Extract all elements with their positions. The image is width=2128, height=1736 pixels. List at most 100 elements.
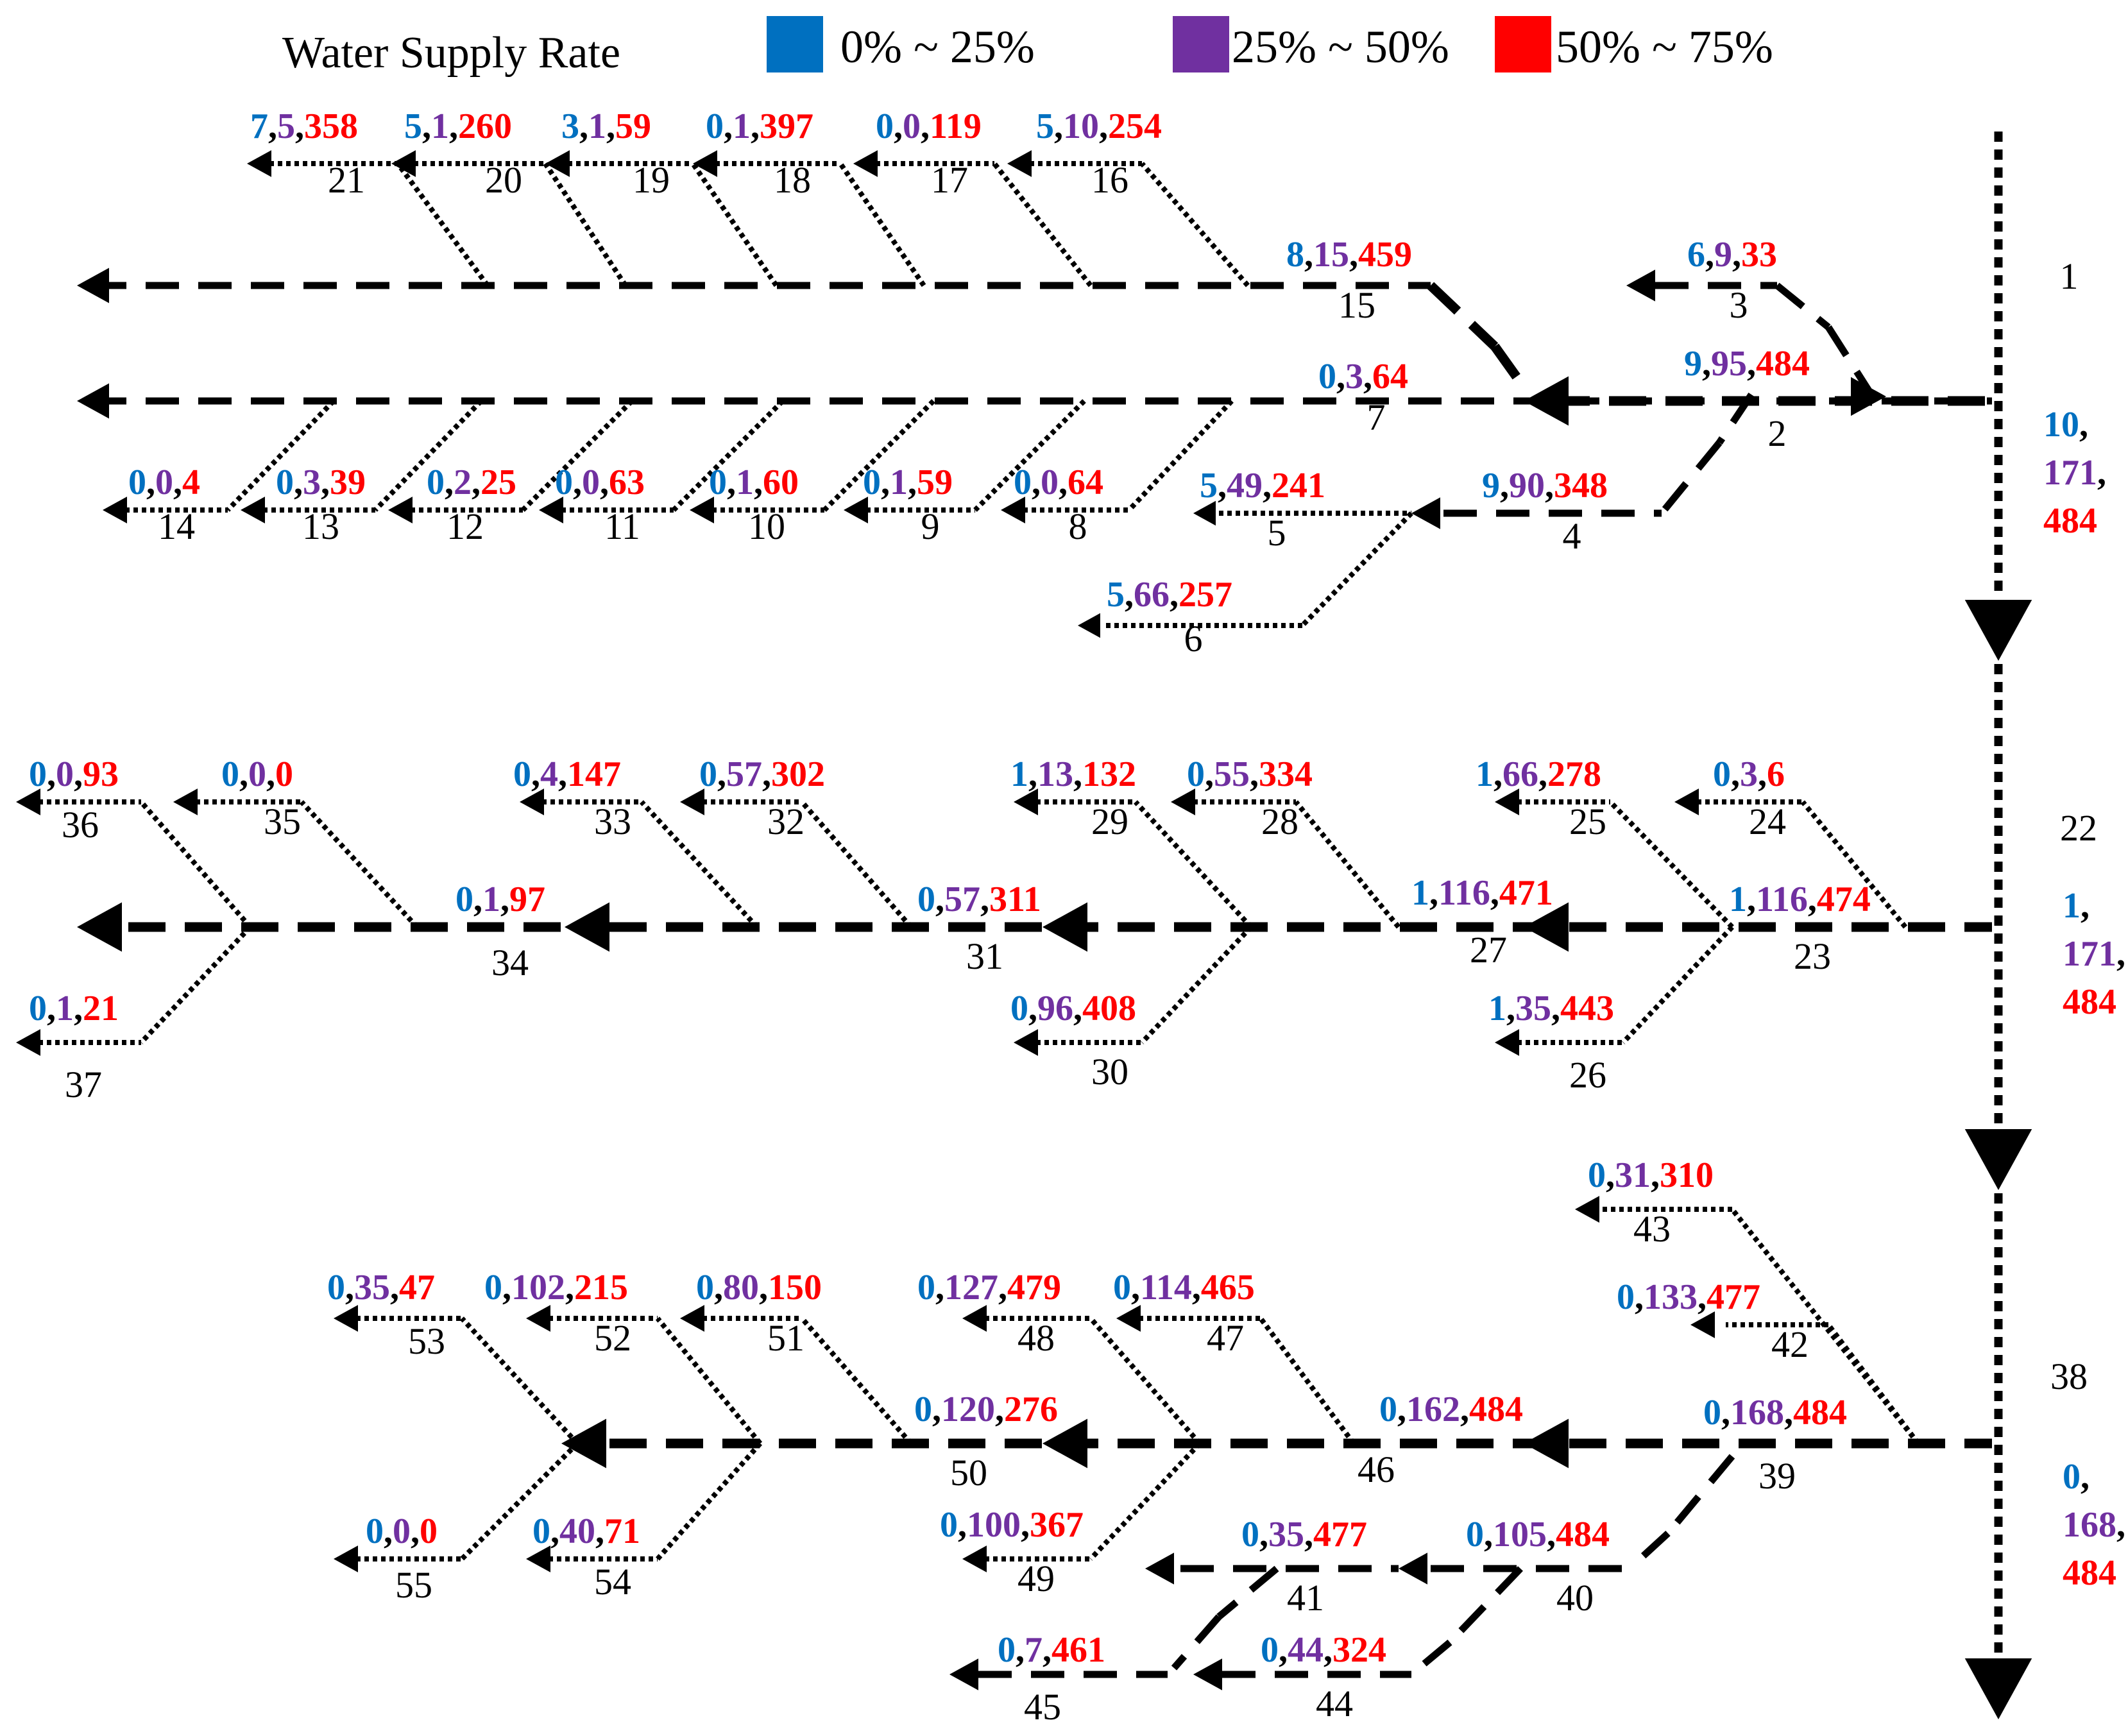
arrow-node-51	[680, 1305, 704, 1332]
arrow-node-31	[1043, 902, 1087, 952]
arrow-node-47	[1116, 1305, 1141, 1332]
arrow-node-30	[1014, 1029, 1038, 1056]
arrow-node-35	[173, 788, 198, 815]
node-values-12: 0,2,25	[427, 463, 516, 502]
pipe-2-4-0	[1716, 392, 1755, 445]
node-53-value-2: 47	[399, 1268, 435, 1307]
node-id-35: 35	[264, 801, 301, 842]
node-id-24: 24	[1749, 801, 1786, 842]
node-26-value-0: 1	[1488, 989, 1506, 1028]
node-54-value-2: 71	[604, 1511, 640, 1551]
node-42-value-1: 133	[1644, 1277, 1698, 1317]
node-44-value-1: 44	[1288, 1630, 1324, 1670]
node-13-value-0: 0	[276, 463, 294, 502]
branch-33-0	[640, 800, 759, 929]
node-values-24: 0,3,6	[1713, 754, 1785, 794]
arrow-node-25	[1495, 788, 1519, 815]
node-values-50: 0,120,276	[914, 1390, 1058, 1429]
node-47-value-1: 114	[1140, 1268, 1192, 1307]
branch-13-0	[373, 399, 483, 512]
node-id-44: 44	[1316, 1683, 1353, 1724]
branch-16-0	[1139, 162, 1250, 287]
legend-label-low: 0% ~ 25%	[840, 21, 1035, 72]
node-id-42: 42	[1771, 1323, 1809, 1365]
arrow-node-14	[103, 497, 127, 523]
node-4-value-1: 90	[1509, 466, 1545, 506]
node-39-value-2: 484	[1793, 1393, 1847, 1433]
branch-54-0	[656, 1442, 762, 1561]
node-id-12: 12	[447, 506, 484, 547]
node-30-value-1: 96	[1037, 989, 1073, 1028]
node-48-value-0: 0	[917, 1268, 935, 1307]
node-42-value-0: 0	[1617, 1277, 1635, 1317]
node-36-value-0: 0	[29, 754, 47, 794]
node-33-value-1: 4	[540, 754, 558, 794]
node-35-value-1: 0	[248, 754, 266, 794]
node-values-33: 0,4,147	[513, 754, 621, 794]
arrow-node-33	[520, 788, 544, 815]
arrow-line-50	[561, 1418, 606, 1468]
node-id-48: 48	[1017, 1317, 1055, 1359]
node-3-value-2: 33	[1741, 235, 1777, 275]
node-53-value-1: 35	[354, 1268, 390, 1307]
branch-21-0	[395, 162, 490, 287]
node-44-value-2: 324	[1332, 1630, 1386, 1670]
arrow-node-42	[1690, 1311, 1715, 1338]
node-id-43: 43	[1633, 1208, 1671, 1250]
node-id-11: 11	[604, 506, 640, 547]
node-43-value-1: 31	[1615, 1155, 1651, 1195]
node-50-value-0: 0	[914, 1390, 932, 1429]
arrow-node-24	[1674, 788, 1699, 815]
node-values-40: 0,105,484	[1466, 1515, 1610, 1554]
arrow-node-27	[1524, 902, 1569, 952]
node-id-6: 6	[1184, 618, 1203, 660]
node-4-value-2: 348	[1554, 466, 1608, 506]
node-id-37: 37	[65, 1064, 102, 1105]
node-id-41: 41	[1287, 1577, 1324, 1619]
node-48-value-1: 127	[944, 1268, 998, 1307]
node-1-value-2: 484	[2043, 501, 2097, 541]
node-35-value-2: 0	[275, 754, 293, 794]
branch-48-0	[1088, 1316, 1202, 1445]
arrow-node-6	[1078, 613, 1100, 638]
node-values-11: 0,0,63	[555, 463, 645, 502]
node-id-55: 55	[395, 1564, 432, 1606]
node-values-37: 0,1,21	[29, 989, 119, 1028]
node-43-value-2: 310	[1660, 1155, 1714, 1195]
node-5-value-0: 5	[1200, 466, 1218, 506]
branch-37-0	[139, 925, 252, 1044]
branch-29-0	[1134, 800, 1253, 929]
arrow-node-21	[247, 150, 271, 177]
node-27-value-0: 1	[1411, 873, 1429, 913]
node-11-value-2: 63	[609, 463, 645, 502]
node-values-45: 0,7,461	[998, 1630, 1105, 1670]
arrow-node-3	[1626, 269, 1655, 302]
node-id-29: 29	[1091, 801, 1128, 842]
node-values-34: 0,1,97	[455, 880, 545, 919]
node-13-value-2: 39	[330, 463, 366, 502]
node-17-value-2: 119	[930, 106, 982, 146]
node-6-value-0: 5	[1107, 575, 1125, 615]
arrow-node-10	[690, 497, 714, 523]
legend-label-high: 50% ~ 75%	[1556, 21, 1773, 72]
node-11-value-0: 0	[555, 463, 573, 502]
arrow-node-52	[526, 1305, 550, 1332]
node-20-value-0: 5	[404, 106, 422, 146]
node-id-33: 33	[594, 801, 631, 842]
node-id-3: 3	[1730, 284, 1748, 326]
node-23-value-2: 474	[1817, 880, 1871, 919]
branch-30-0	[1140, 925, 1253, 1044]
node-36-value-2: 93	[83, 754, 119, 794]
node-34-value-1: 1	[482, 880, 500, 919]
node-values-49: 0,100,367	[940, 1505, 1084, 1545]
node-34-value-0: 0	[455, 880, 473, 919]
arrow-node-13	[241, 497, 265, 523]
node-28-value-0: 0	[1187, 754, 1205, 794]
node-values-19: 3,1,59	[561, 106, 651, 146]
arrow-node-28	[1171, 788, 1195, 815]
node-id-20: 20	[485, 159, 522, 201]
node-2-value-1: 95	[1711, 344, 1747, 384]
node-values-47: 0,114,465	[1113, 1268, 1255, 1307]
node-33-value-2: 147	[567, 754, 621, 794]
node-2-value-0: 9	[1684, 344, 1702, 384]
